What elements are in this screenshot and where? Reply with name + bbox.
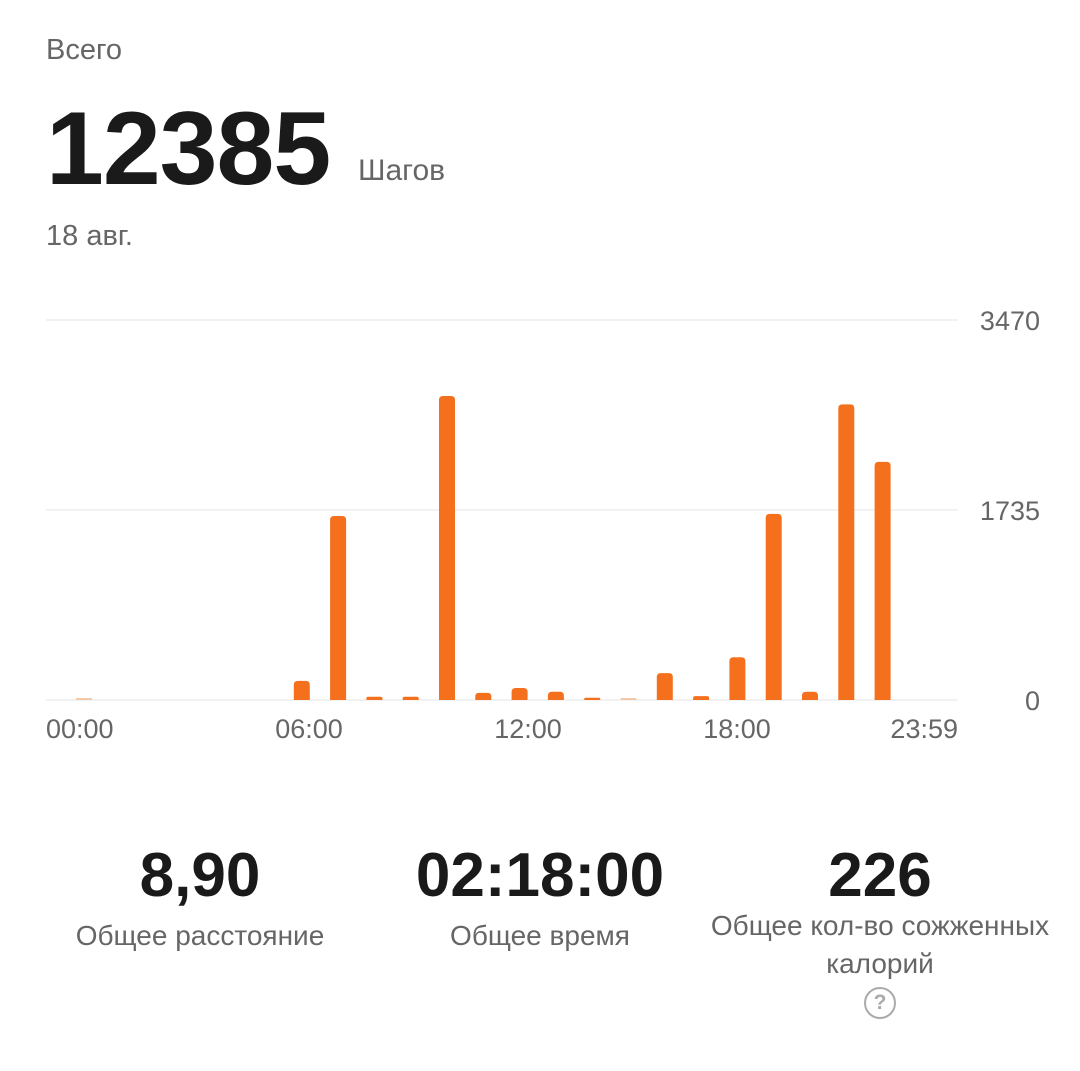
bar — [475, 692, 492, 700]
date-label[interactable]: 18 авг. — [46, 220, 133, 252]
bar — [439, 396, 455, 700]
y-tick-label: 3470 — [980, 306, 1040, 336]
distance-label: Общее расстояние — [75, 920, 325, 951]
bar — [511, 687, 528, 700]
distance-value: 8,90 — [139, 841, 261, 910]
stat-time: 02:18:00 Общее время — [360, 840, 720, 955]
bar — [76, 698, 92, 700]
time-label: Общее время — [450, 920, 630, 951]
bar — [547, 691, 564, 700]
x-tick-label: 18:00 — [703, 714, 771, 744]
y-tick-label: 0 — [1025, 686, 1040, 716]
stat-distance: 8,90 Общее расстояние — [20, 840, 380, 955]
bar — [402, 696, 419, 700]
bar — [765, 513, 782, 700]
y-tick-label: 1735 — [980, 496, 1040, 526]
steps-chart[interactable]: 0 1735 3470 00:00 06:00 12:00 18:00 23:59 — [0, 0, 1080, 760]
bar — [366, 696, 383, 700]
x-tick-label: 00:00 — [46, 714, 114, 744]
total-label: Всего — [46, 34, 123, 66]
x-tick-label: 06:00 — [275, 714, 343, 744]
calories-label: Общее кол-во сожженных калорий — [710, 910, 1050, 979]
x-tick-label: 12:00 — [494, 714, 562, 744]
stat-calories: 226 Общее кол-во сожженных калорий ? — [700, 840, 1060, 1019]
bar — [293, 680, 310, 700]
steps-unit: Шагов — [358, 154, 446, 187]
total-steps: 12385 — [46, 91, 331, 207]
time-value: 02:18:00 — [415, 841, 665, 910]
bar — [802, 691, 818, 700]
bar — [693, 696, 710, 700]
bar — [874, 461, 891, 700]
bar — [838, 404, 855, 700]
help-icon[interactable]: ? — [864, 987, 896, 1019]
bar — [656, 673, 673, 700]
bar — [620, 698, 637, 700]
bar — [584, 697, 601, 700]
bar — [729, 657, 746, 700]
calories-value: 226 — [828, 841, 932, 910]
x-tick-label: 23:59 — [890, 714, 958, 744]
bar — [330, 516, 347, 700]
